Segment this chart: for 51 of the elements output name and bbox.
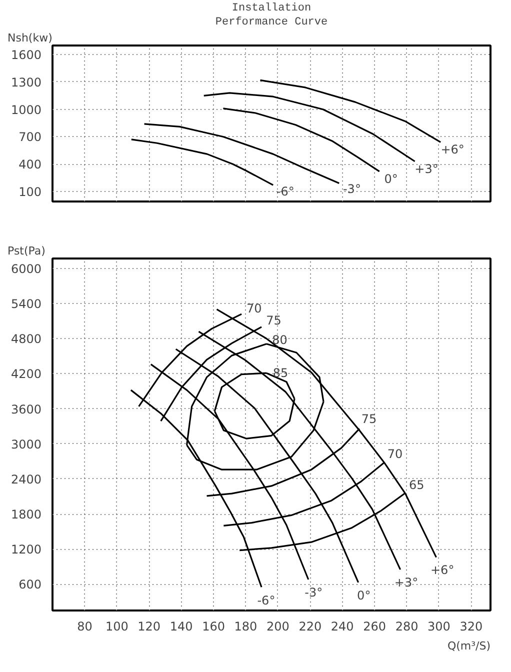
series-label: +3° — [394, 575, 418, 590]
series-label: +3° — [414, 162, 438, 176]
series-label: 65 — [408, 478, 424, 492]
series-label: -3° — [342, 182, 361, 196]
series-label: +6° — [440, 142, 464, 156]
x-tick-label: 80 — [77, 620, 92, 634]
x-tick-label: 300 — [428, 620, 450, 634]
series-label: +6° — [430, 562, 454, 577]
y-tick-label: 4200 — [10, 367, 42, 382]
y-axis-title: Nsh(kw) — [8, 32, 52, 44]
x-tick-label: 180 — [234, 620, 258, 634]
y-tick-label: 1300 — [10, 75, 42, 90]
y-tick-label: 1800 — [10, 508, 42, 522]
series-label: 80 — [272, 332, 288, 347]
x-tick-label: 140 — [170, 620, 193, 634]
y-tick-label: 100 — [18, 184, 42, 199]
series-label: 75 — [266, 314, 282, 328]
x-tick-label: 240 — [330, 620, 354, 634]
series-label: 0° — [384, 172, 398, 186]
y-tick-label: 6000 — [10, 262, 42, 276]
x-tick-label: 160 — [202, 620, 225, 634]
y-tick-label: 1200 — [10, 542, 42, 557]
y-tick-label: 400 — [18, 158, 42, 172]
x-tick-label: 260 — [363, 620, 386, 634]
x-tick-label: 200 — [266, 620, 290, 634]
series-label: -6° — [257, 593, 276, 608]
series-label: 70 — [246, 301, 262, 316]
y-tick-label: 2400 — [10, 472, 42, 486]
x-tick-label: 220 — [298, 620, 322, 634]
y-tick-label: 700 — [18, 130, 42, 144]
chart-title: Installation — [232, 2, 312, 14]
y-tick-label: 5400 — [10, 297, 42, 312]
series-label: 70 — [387, 447, 403, 462]
y-tick-label: 3000 — [10, 437, 42, 452]
y-tick-label: 3600 — [10, 402, 42, 416]
x-tick-label: 280 — [395, 620, 418, 634]
y-tick-label: 4800 — [10, 332, 42, 346]
y-axis-title: Pst(Pa) — [8, 244, 46, 258]
chart-subtitle: Performance Curve — [215, 16, 328, 28]
series-label: -3° — [304, 585, 323, 600]
y-tick-label: 600 — [18, 578, 42, 592]
series-label: -6° — [276, 184, 294, 199]
x-tick-label: 100 — [105, 620, 128, 634]
x-tick-label: 320 — [460, 620, 483, 634]
y-tick-label: 1000 — [10, 102, 42, 117]
x-axis-title: Q(m³/S) — [447, 640, 491, 652]
x-tick-label: 120 — [138, 620, 161, 634]
series-label: 75 — [361, 412, 377, 426]
y-tick-label: 1600 — [10, 48, 42, 62]
series-label: 0° — [357, 588, 371, 602]
series-label: 85 — [272, 366, 288, 380]
